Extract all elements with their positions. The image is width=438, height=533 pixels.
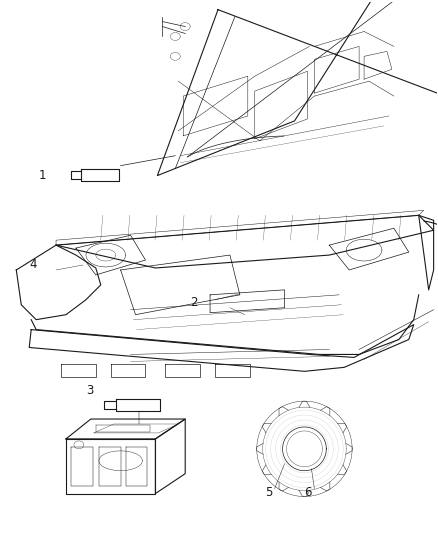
Text: 4: 4 (29, 258, 37, 271)
Text: 3: 3 (86, 384, 93, 397)
Text: 5: 5 (265, 486, 272, 498)
Text: 1: 1 (39, 168, 47, 182)
Text: 6: 6 (304, 486, 312, 498)
Text: 2: 2 (190, 296, 198, 309)
